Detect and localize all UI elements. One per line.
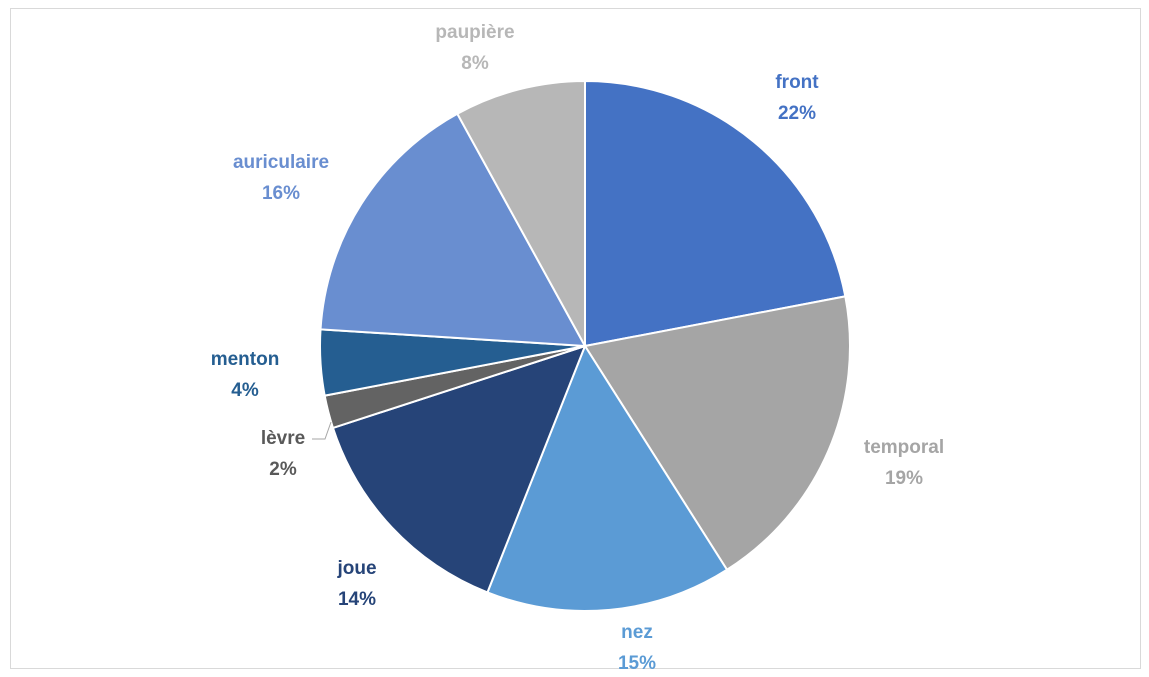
- data-label-category: front: [775, 72, 819, 93]
- data-label-percent: 2%: [269, 459, 297, 480]
- data-label-percent: 22%: [778, 103, 816, 124]
- pie-slice-nez: [486, 343, 729, 612]
- data-label-paupière: paupière 8%: [435, 22, 514, 74]
- data-label-percent: 8%: [461, 53, 489, 74]
- data-label-percent: 15%: [618, 653, 656, 674]
- data-label-category: temporal: [864, 437, 944, 458]
- data-label-category: lèvre: [261, 428, 305, 449]
- data-label-percent: 4%: [231, 380, 259, 401]
- data-label-category: nez: [621, 622, 653, 643]
- pie-slice-front: [584, 79, 847, 348]
- pie-slices: [319, 79, 851, 612]
- data-label-auriculaire: auriculaire 16%: [233, 152, 329, 204]
- pie-slice-paupière: [455, 79, 586, 347]
- data-label-menton: menton 4%: [211, 349, 280, 401]
- pie-slice-temporal: [583, 295, 851, 572]
- data-label-category: menton: [211, 349, 280, 370]
- data-label-percent: 16%: [262, 183, 300, 204]
- data-label-joue: joue 14%: [336, 558, 376, 610]
- data-label-category: paupière: [435, 22, 514, 43]
- data-label-percent: 19%: [885, 468, 923, 489]
- pie-data-labels: front 22% temporal 19% nez 15% joue 14% lèvre 2% m…: [211, 22, 944, 674]
- data-label-front: front 22%: [775, 72, 819, 124]
- data-label-percent: 14%: [338, 589, 376, 610]
- leader-line-levre: [312, 421, 332, 440]
- chart-frame: [10, 8, 1141, 669]
- data-label-lèvre: lèvre 2%: [261, 428, 305, 480]
- data-label-category: auriculaire: [233, 152, 329, 173]
- data-label-nez: nez 15%: [618, 622, 656, 674]
- pie-slice-auriculaire: [319, 112, 587, 348]
- data-label-category: joue: [336, 558, 376, 579]
- data-label-temporal: temporal 19%: [864, 437, 944, 489]
